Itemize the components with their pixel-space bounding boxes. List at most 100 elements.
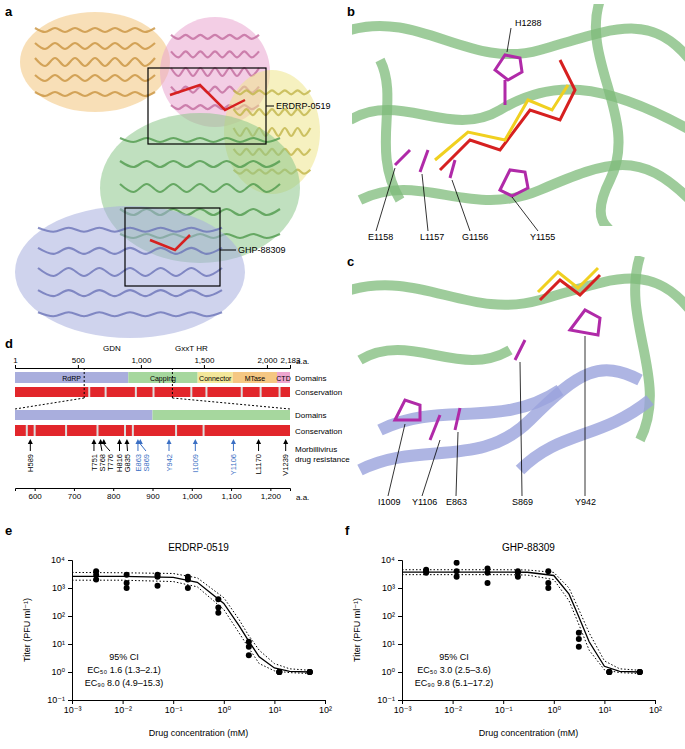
label: G1156 <box>462 232 488 242</box>
x-axis-tick: 10⁻¹ <box>165 700 183 715</box>
label: Y1106 <box>412 497 437 507</box>
ribbon <box>35 92 155 96</box>
site-label: I1009 <box>191 454 200 473</box>
resistance-stem <box>93 444 94 451</box>
domain-segment <box>153 410 291 420</box>
label: drug resistance <box>295 455 350 464</box>
domain-axis-tick: 1,000 <box>131 356 152 368</box>
conservation-bar <box>15 425 290 436</box>
tick-mark <box>68 560 72 561</box>
ligand <box>540 275 600 300</box>
y-axis-tick: 10³ <box>52 583 72 593</box>
annotation: EC₅₀ 1.6 (1.3–2.1) <box>87 665 160 675</box>
tick-label: 10⁰ <box>217 705 231 715</box>
tick-label: 10³ <box>52 583 65 593</box>
data-point <box>454 560 460 566</box>
site-label: T776 <box>106 454 115 471</box>
resistance-arrow <box>283 439 288 444</box>
x-axis-tick: 10² <box>649 700 662 715</box>
panel-letter: b <box>347 4 355 19</box>
y-axis-tick: 10⁴ <box>51 555 72 565</box>
chart: 10⁻³10⁻²10⁻¹10⁰10¹10²10⁻¹10⁰10¹10²10³10⁴… <box>352 542 662 738</box>
domain-name: RdRP <box>62 375 81 382</box>
tick-label: 10⁻³ <box>394 705 412 715</box>
tick-mark <box>173 700 174 704</box>
residue <box>395 150 528 196</box>
tick-label: 10⁴ <box>51 555 65 565</box>
y-axis-tick: 10² <box>52 611 72 621</box>
data-point <box>545 568 551 574</box>
x-axis-tick: 10⁰ <box>217 700 231 715</box>
label: Morbillivirus <box>295 445 337 454</box>
tick-mark <box>68 616 72 617</box>
leader <box>520 362 522 496</box>
tick-mark <box>123 700 124 704</box>
ligand <box>440 60 575 170</box>
resistance-arrow <box>124 439 129 444</box>
label: E863 <box>446 497 467 507</box>
domain-segment <box>128 372 197 383</box>
resistance-stem <box>258 444 259 451</box>
resistance-arrow <box>256 439 261 444</box>
low-conservation <box>279 387 281 397</box>
y-axis-line <box>68 561 73 701</box>
domain-segment <box>198 372 233 383</box>
tick-label: 500 <box>72 356 86 365</box>
leader <box>376 168 395 231</box>
tick-label: 10² <box>52 611 65 621</box>
tick-mark <box>15 365 16 368</box>
chart-title: ERDRP-0519 <box>168 542 229 553</box>
data-point <box>545 585 551 591</box>
ribbon <box>234 90 311 94</box>
panel-letter: a <box>5 4 13 19</box>
annotation: EC₅₀ 3.0 (2.5–3.6) <box>417 665 490 675</box>
ribbon <box>360 350 510 360</box>
resistance-stem <box>119 444 120 451</box>
tick-mark <box>204 365 205 368</box>
domain-segment <box>15 372 128 383</box>
tick-mark <box>68 672 72 673</box>
domain-name: MTase <box>245 375 266 382</box>
resistance-stem <box>195 444 196 451</box>
low-conservation <box>88 387 90 397</box>
low-conservation <box>241 387 243 397</box>
leader <box>220 250 236 251</box>
ribbon <box>38 312 222 316</box>
tick-label: 1,100 <box>222 492 243 501</box>
zoom-axis-tick: 1,000 <box>182 488 203 501</box>
site-label: L1170 <box>254 454 263 474</box>
tick-mark <box>267 365 268 368</box>
tick-mark <box>398 700 402 701</box>
zoom-axis: 6007008009001,0001,1001,200 <box>16 488 291 501</box>
tick-label: 10³ <box>382 583 395 593</box>
zoom-axis-tick: 600 <box>28 488 42 501</box>
domain-name: CTD <box>276 375 290 382</box>
data-point <box>215 610 221 616</box>
tick-label: 10² <box>382 611 395 621</box>
data-point <box>246 652 252 658</box>
tick-label: 10⁻¹ <box>165 705 183 715</box>
data-point <box>124 585 130 591</box>
leader <box>388 424 405 496</box>
tick-label: 1 <box>13 356 18 365</box>
fit-line <box>72 576 310 672</box>
domain-axis-line <box>16 365 291 369</box>
leader <box>507 28 511 52</box>
resistance-stem <box>126 444 128 451</box>
y-axis-tick: 10² <box>382 611 402 621</box>
tick-label: 10⁴ <box>381 555 395 565</box>
tick-mark <box>68 588 72 589</box>
tick-mark <box>453 700 454 704</box>
x-axis-title: Drug concentration (mM) <box>149 728 249 738</box>
leader <box>512 197 538 231</box>
tick-label: 1,200 <box>261 492 282 501</box>
tick-label: 700 <box>68 492 82 501</box>
ligand <box>150 235 190 250</box>
tick-label: 600 <box>28 492 42 501</box>
ribbon <box>171 68 259 76</box>
ribbon <box>120 138 280 142</box>
tick-label: 10² <box>649 705 662 715</box>
data-point <box>454 568 460 574</box>
low-conservation <box>34 425 36 436</box>
residue <box>395 310 600 440</box>
